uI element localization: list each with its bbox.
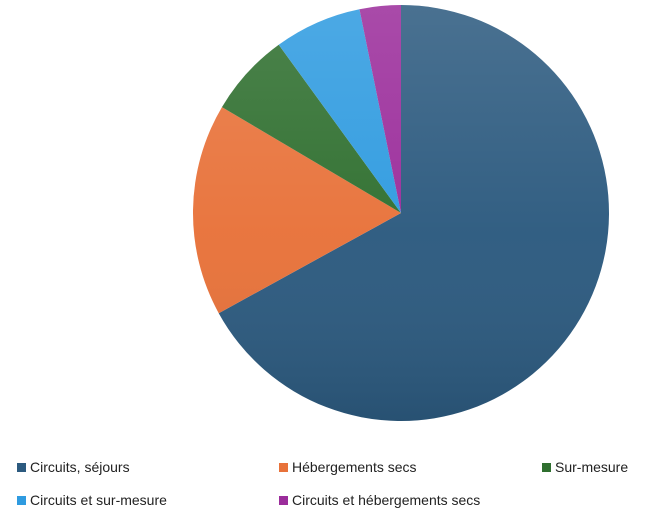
legend-item-hebergements-secs: Hébergements secs <box>279 458 417 476</box>
legend-swatch <box>17 495 26 505</box>
legend-label: Circuits, séjours <box>30 459 130 475</box>
pie-slices <box>193 5 609 421</box>
legend-swatch <box>542 462 551 472</box>
legend-label: Sur-mesure <box>555 459 629 475</box>
legend-item-circuits-et-sur-mesure: Circuits et sur-mesure <box>17 491 167 509</box>
legend-label: Circuits et sur-mesure <box>30 492 167 508</box>
legend-label: Circuits et hébergements secs <box>292 492 481 508</box>
legend-swatch <box>279 495 288 505</box>
legend-label: Hébergements secs <box>292 459 417 475</box>
legend-item-circuits-et-hebergements-secs: Circuits et hébergements secs <box>279 491 480 509</box>
legend-item-sur-mesure: Sur-mesure <box>542 458 628 476</box>
legend-swatch <box>17 462 26 472</box>
legend-swatch <box>279 462 288 472</box>
legend-item-circuits-sejours: Circuits, séjours <box>17 458 130 476</box>
